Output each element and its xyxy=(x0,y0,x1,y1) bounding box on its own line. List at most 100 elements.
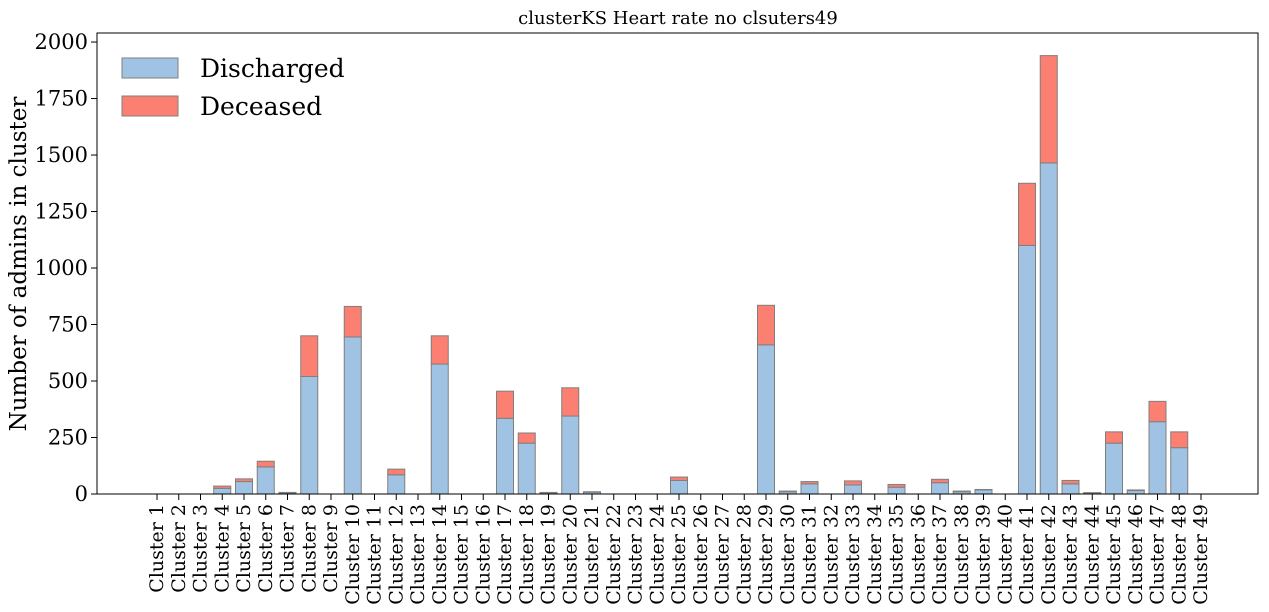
bar-deceased-4 xyxy=(213,485,232,489)
x-tick-label: Cluster 9 xyxy=(320,504,342,593)
x-tick-label: Cluster 7 xyxy=(277,504,299,593)
x-tick-label: Cluster 38 xyxy=(951,504,973,605)
legend-label-discharged: Discharged xyxy=(200,54,345,83)
x-tick-label: Cluster 41 xyxy=(1016,504,1038,605)
bar-discharged-33 xyxy=(844,484,862,495)
bar-deceased-41 xyxy=(1018,182,1036,246)
bar-discharged-45 xyxy=(1105,442,1123,495)
x-tick-label: Cluster 45 xyxy=(1103,504,1125,605)
bar-discharged-25 xyxy=(670,479,688,495)
bar-discharged-37 xyxy=(931,482,949,495)
bar-deceased-5 xyxy=(235,478,253,483)
bar-discharged-39 xyxy=(974,489,993,495)
x-tick-label: Cluster 42 xyxy=(1038,504,1060,605)
x-tick-label: Cluster 6 xyxy=(255,504,277,593)
x-tick-label: Cluster 12 xyxy=(385,504,407,605)
bar-discharged-4 xyxy=(213,487,232,495)
legend: Discharged Deceased xyxy=(121,54,345,121)
bar-discharged-14 xyxy=(430,363,449,495)
x-tick-label: Cluster 10 xyxy=(342,504,364,605)
x-tick-label: Cluster 3 xyxy=(190,504,212,593)
x-tick-label: Cluster 43 xyxy=(1060,504,1082,605)
bar-discharged-43 xyxy=(1061,483,1080,495)
bar-deceased-45 xyxy=(1105,431,1123,444)
bar-deceased-42 xyxy=(1039,55,1058,164)
x-tick-label: Cluster 27 xyxy=(712,504,734,605)
bar-deceased-33 xyxy=(844,480,862,486)
bar-deceased-25 xyxy=(670,476,688,481)
x-tick-label: Cluster 14 xyxy=(429,504,451,605)
x-tick-label: Cluster 2 xyxy=(168,504,190,593)
bar-discharged-17 xyxy=(496,417,514,495)
x-tick-label: Cluster 20 xyxy=(559,504,581,605)
bar-deceased-18 xyxy=(517,432,536,444)
bar-discharged-35 xyxy=(887,486,906,495)
x-tick-label: Cluster 44 xyxy=(1081,504,1103,605)
chart-title: clusterKS Heart rate no clsuters49 xyxy=(518,8,838,29)
bar-deceased-10 xyxy=(343,305,362,338)
bar-discharged-41 xyxy=(1018,244,1036,495)
x-tick-label: Cluster 5 xyxy=(233,504,255,593)
x-tick-label: Cluster 30 xyxy=(777,504,799,605)
bar-deceased-48 xyxy=(1170,431,1189,449)
bar-deceased-31 xyxy=(800,481,819,485)
x-tick-label: Cluster 33 xyxy=(842,504,864,605)
bar-discharged-8 xyxy=(300,375,319,495)
bar-discharged-29 xyxy=(757,344,775,495)
x-tick-label: Cluster 29 xyxy=(755,504,777,605)
x-tick-label: Cluster 17 xyxy=(494,504,516,605)
x-tick-label: Cluster 49 xyxy=(1190,504,1212,605)
x-tick-label: Cluster 24 xyxy=(646,504,668,605)
bars-group xyxy=(213,55,1189,495)
x-tick-label: Cluster 37 xyxy=(929,504,951,605)
x-tick-label: Cluster 13 xyxy=(407,504,429,605)
bar-discharged-42 xyxy=(1039,162,1058,495)
x-tick-label: Cluster 35 xyxy=(886,504,908,605)
x-tick-label: Cluster 16 xyxy=(472,504,494,605)
bar-deceased-35 xyxy=(887,484,906,488)
x-tick-label: Cluster 47 xyxy=(1147,504,1169,605)
bar-deceased-17 xyxy=(496,390,514,419)
y-axis: 0 250 500 750 1000 1250 1500 1750 2000 xyxy=(35,30,97,506)
bar-discharged-46 xyxy=(1126,490,1145,495)
x-tick-label: Cluster 36 xyxy=(907,504,929,605)
x-tick-label: Cluster 28 xyxy=(733,504,755,605)
x-tick-label: Cluster 11 xyxy=(364,504,386,605)
bar-deceased-37 xyxy=(931,478,949,484)
x-tick-label: Cluster 25 xyxy=(668,504,690,605)
bar-discharged-20 xyxy=(561,415,580,495)
bar-deceased-14 xyxy=(430,335,449,365)
y-tick-label: 1000 xyxy=(35,256,88,280)
bar-discharged-12 xyxy=(387,474,406,495)
bar-discharged-10 xyxy=(343,336,362,495)
x-tick-label: Cluster 31 xyxy=(799,504,821,605)
x-tick-label: Cluster 8 xyxy=(298,504,320,593)
bar-deceased-8 xyxy=(300,335,319,377)
x-tick-label: Cluster 23 xyxy=(625,504,647,605)
bar-deceased-30 xyxy=(778,490,797,493)
x-tick-label: Cluster 40 xyxy=(994,504,1016,605)
x-tick-label: Cluster 1 xyxy=(146,504,168,593)
x-tick-label: Cluster 39 xyxy=(973,504,995,605)
bar-discharged-48 xyxy=(1170,447,1189,495)
bar-deceased-38 xyxy=(952,490,971,493)
y-tick-label: 750 xyxy=(48,313,88,337)
bar-discharged-18 xyxy=(517,442,536,495)
bar-deceased-29 xyxy=(757,304,775,346)
legend-swatch-discharged xyxy=(121,57,179,79)
y-tick-label: 250 xyxy=(48,426,88,450)
x-tick-label: Cluster 21 xyxy=(581,504,603,605)
y-tick-label: 1750 xyxy=(35,87,88,111)
y-tick-label: 500 xyxy=(48,369,88,393)
x-tick-label: Cluster 19 xyxy=(538,504,560,605)
y-tick-label: 1250 xyxy=(35,200,88,224)
bar-deceased-6 xyxy=(256,460,275,468)
x-tick-label: Cluster 4 xyxy=(211,504,233,593)
bar-discharged-47 xyxy=(1148,421,1167,495)
bar-deceased-47 xyxy=(1148,400,1167,423)
bar-deceased-46 xyxy=(1126,489,1145,492)
x-tick-label: Cluster 18 xyxy=(516,504,538,605)
x-tick-label: Cluster 32 xyxy=(820,504,842,605)
x-tick-label: Cluster 46 xyxy=(1125,504,1147,605)
